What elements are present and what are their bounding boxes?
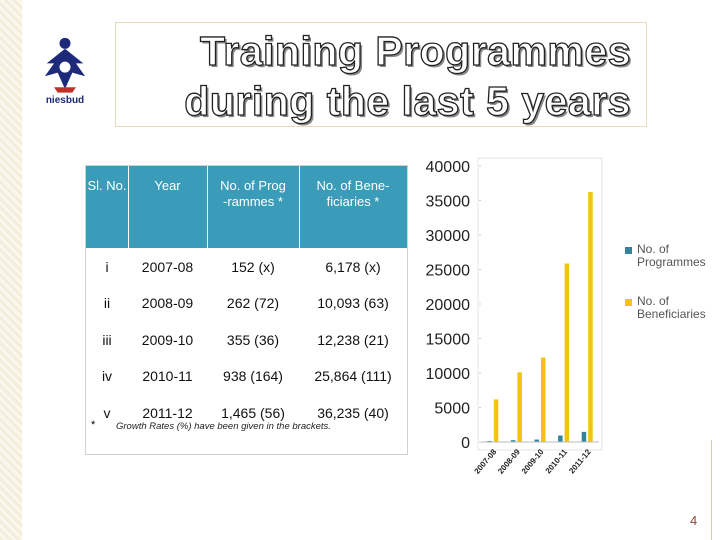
title-line: during the last 5 years (184, 77, 632, 124)
x-tick-label: 2009-10 (520, 447, 546, 476)
header-cell: Sl. No. (87, 178, 127, 193)
table-cell: iv (101, 368, 113, 384)
y-tick-label: 0 (461, 435, 470, 452)
y-tick-label: 5000 (434, 401, 470, 418)
table-cell: 2011-12 (142, 404, 193, 421)
legend-item: No. of Beneficiaries (625, 295, 715, 321)
legend-item: No. of Programmes (625, 243, 715, 269)
table-cell: 2007-08 (141, 258, 194, 275)
legend-swatch (625, 299, 632, 306)
table-cell: iii (102, 331, 112, 348)
x-tick-label: 2007-08 (473, 447, 499, 476)
table-cell: v (103, 404, 111, 421)
table-cell: 36,235 (40) (317, 404, 389, 421)
y-tick-label: 30000 (426, 228, 471, 245)
legend-label: No. of Programmes (637, 242, 706, 269)
y-tick-label: 35000 (426, 194, 471, 211)
table: Sl. No. Year No. of Prog -rammes * No. of B… (85, 165, 408, 455)
y-tick-label: 25000 (426, 263, 471, 280)
header-cell: No. of Bene- ficiaries * (316, 178, 390, 209)
column-divider (128, 166, 129, 248)
table-cell: i (105, 258, 109, 275)
table-cell: 12,238 (21) (317, 331, 389, 348)
y-tick-label: 15000 (426, 332, 471, 349)
bar (588, 191, 593, 442)
column-divider (299, 166, 300, 248)
page-number: 4 (690, 513, 698, 528)
table-cell: 355 (36) (226, 331, 280, 348)
table-cell: 152 (x) (231, 258, 275, 275)
y-tick-label: 20000 (426, 297, 471, 314)
header-cell: No. of Prog -rammes * (220, 178, 286, 209)
legend-swatch (625, 247, 632, 254)
bar (564, 263, 570, 442)
plot-frame (477, 157, 603, 451)
x-tick-label: 2011-12 (567, 447, 593, 475)
title-line: Training Programmes (199, 27, 631, 74)
bar (487, 440, 492, 442)
bar (510, 440, 516, 442)
side-stripe (0, 0, 22, 540)
footnote-mark: * (91, 419, 96, 431)
header-cell: Year (154, 178, 181, 193)
table-cell: ii (103, 295, 111, 311)
bar (517, 372, 522, 442)
y-tick-label: 40000 (426, 159, 471, 176)
bar (581, 431, 587, 442)
table-cell: 262 (72) (226, 295, 280, 311)
table-cell: 2010-11 (142, 368, 193, 384)
table-cell: 2009-10 (141, 331, 194, 348)
title: Training Programmes during the last 5 ye… (115, 26, 647, 126)
logo-text: niesbud (45, 95, 85, 106)
bar (534, 439, 539, 442)
table-cell: 6,178 (x) (325, 258, 381, 275)
footnote: Growth Rates (%) have been given in the … (116, 421, 331, 432)
x-tick-label: 2008-09 (496, 447, 522, 476)
table-cell: 1,465 (56) (221, 404, 285, 421)
bar (541, 357, 546, 442)
table-cell: 2008-09 (141, 295, 194, 311)
table-cell: 25,864 (111) (314, 368, 392, 384)
border-line (711, 440, 712, 540)
y-tick-label: 10000 (426, 366, 471, 383)
bar (558, 435, 563, 442)
legend: No. of Programmes No. of Beneficiaries (625, 243, 715, 347)
legend-label: No. of Beneficiaries (637, 294, 706, 321)
bar (493, 399, 499, 442)
x-tick-label: 2010-11 (544, 447, 570, 475)
column-divider (207, 166, 208, 248)
table-header: Sl. No. Year No. of Prog -rammes * No. of B… (86, 166, 407, 248)
title-box (115, 22, 647, 127)
logo (44, 37, 86, 93)
table-cell: 938 (164) (223, 368, 283, 384)
table-cell: 10,093 (63) (317, 295, 389, 311)
